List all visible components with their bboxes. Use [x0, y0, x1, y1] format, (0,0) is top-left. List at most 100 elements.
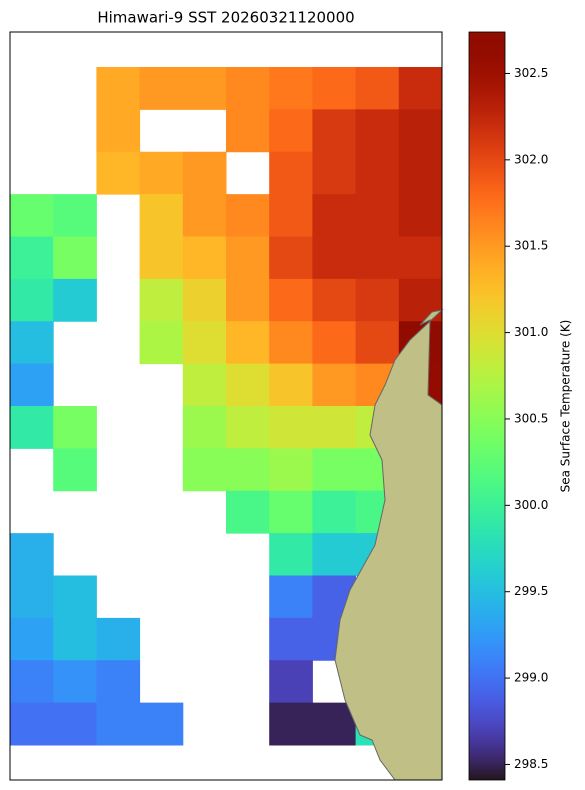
sst-cell	[312, 363, 357, 407]
sst-cell	[398, 109, 443, 153]
sst-cell	[10, 660, 54, 704]
sst-cell	[269, 702, 313, 746]
sst-cell	[269, 321, 313, 365]
sst-cell	[53, 448, 97, 492]
sst-cell	[312, 448, 357, 492]
sst-cell	[398, 67, 443, 110]
sst-cell	[96, 617, 141, 661]
sst-cell	[312, 278, 357, 322]
land	[334, 309, 444, 781]
sst-cell	[53, 617, 97, 661]
sst-cell	[53, 702, 97, 746]
sst-cell	[10, 278, 54, 322]
sst-cell	[269, 533, 313, 576]
colorbar-tick-label: 299.5	[514, 584, 548, 598]
sst-cell	[182, 151, 227, 195]
sst-cell	[182, 448, 227, 492]
sst-cell	[269, 406, 313, 449]
sst-cell	[96, 109, 141, 153]
sst-cell	[182, 67, 227, 110]
sst-cell	[139, 702, 184, 746]
sst-cell	[182, 406, 227, 449]
colorbar-tick-label: 300.5	[514, 411, 548, 425]
sst-cell	[269, 278, 313, 322]
sst-cell	[312, 490, 357, 534]
sst-cell	[182, 321, 227, 365]
sst-cell	[355, 321, 400, 365]
sst-cell	[53, 575, 97, 619]
sst-cell	[10, 533, 54, 576]
sst-cell	[312, 194, 357, 237]
sst-cell	[10, 321, 54, 365]
sst-cell	[312, 236, 357, 280]
sst-cell	[226, 490, 270, 534]
sst-cell	[10, 406, 54, 449]
colorbar-tick-label: 302.0	[514, 152, 548, 166]
sst-cell	[139, 67, 184, 110]
colorbar-tick-label: 301.5	[514, 239, 548, 253]
sst-cell	[312, 321, 357, 365]
sst-cell	[10, 236, 54, 280]
sst-cell	[398, 151, 443, 195]
sst-cell	[355, 151, 400, 195]
sst-cell	[269, 67, 313, 110]
sst-cell	[312, 533, 357, 576]
sst-cell	[355, 236, 400, 280]
sst-cell	[10, 702, 54, 746]
sst-cell	[312, 406, 357, 449]
map-frame	[9, 31, 443, 781]
sst-cell	[53, 406, 97, 449]
sst-cell	[182, 278, 227, 322]
sst-cell	[53, 236, 97, 280]
sst-cell	[226, 109, 270, 153]
sst-cell	[269, 194, 313, 237]
sst-cell	[226, 448, 270, 492]
sst-cell	[355, 67, 400, 110]
sst-cell	[139, 151, 184, 195]
sst-cell	[312, 67, 357, 110]
sst-cell	[226, 236, 270, 280]
sst-cell	[269, 236, 313, 280]
sst-cell	[182, 194, 227, 237]
sst-cell	[355, 278, 400, 322]
sst-cell	[10, 194, 54, 237]
map-title: Himawari-9 SST 20260321120000	[97, 9, 354, 27]
colorbar-tick-label: 302.5	[514, 66, 548, 80]
sst-cell	[53, 660, 97, 704]
sst-cell	[226, 363, 270, 407]
sst-cell	[139, 236, 184, 280]
colorbar-tick-label: 300.0	[514, 498, 548, 512]
colorbar-tick-label: 299.0	[514, 671, 548, 685]
sst-cell	[96, 702, 141, 746]
sst-cell	[96, 67, 141, 110]
sst-cell	[139, 278, 184, 322]
sst-cell	[53, 278, 97, 322]
sst-cell	[269, 448, 313, 492]
sst-cell	[96, 660, 141, 704]
sst-cell	[53, 194, 97, 237]
colorbar-label: Sea Surface Temperature (K)	[559, 320, 573, 493]
sst-cell	[139, 321, 184, 365]
sst-cell	[398, 236, 443, 280]
sst-cell	[226, 321, 270, 365]
sst-cell	[355, 109, 400, 153]
sst-cell	[226, 278, 270, 322]
sst-cell	[182, 236, 227, 280]
sst-cell	[182, 363, 227, 407]
sst-cell	[312, 151, 357, 195]
sst-cell	[96, 151, 141, 195]
sst-cell	[269, 151, 313, 195]
sst-cell	[269, 575, 313, 619]
sst-cell	[10, 617, 54, 661]
sst-cell	[10, 575, 54, 619]
sst-cell	[269, 363, 313, 407]
sst-cell	[10, 363, 54, 407]
sst-cell	[269, 617, 313, 661]
sst-cell	[269, 109, 313, 153]
sst-cell	[226, 406, 270, 449]
sst-cell	[269, 660, 313, 704]
sst-cell	[226, 194, 270, 237]
colorbar-tick-label: 301.0	[514, 325, 548, 339]
